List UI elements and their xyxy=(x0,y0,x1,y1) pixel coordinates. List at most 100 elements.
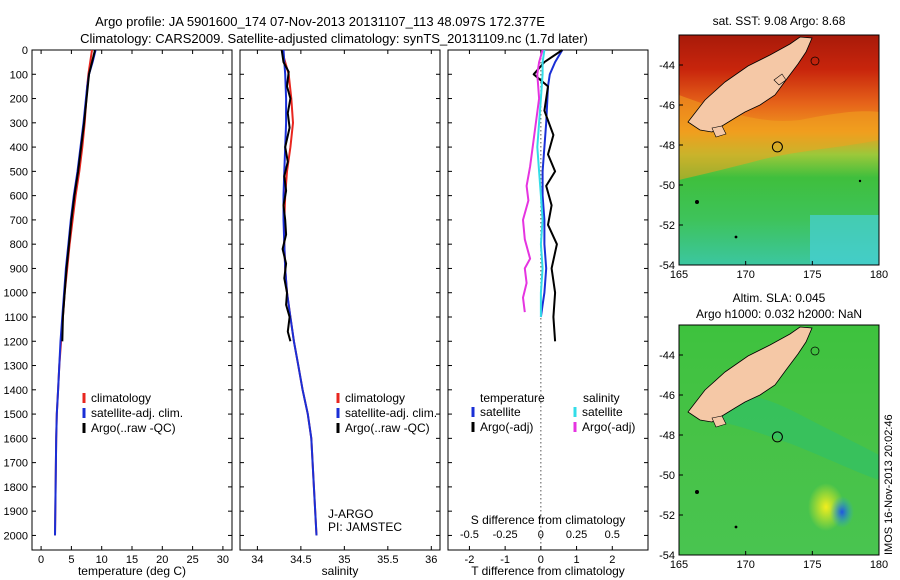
x2-tick-label: 0.25 xyxy=(566,529,587,541)
difference-x-ticks: -2 -1 0 1 2 xyxy=(448,49,648,566)
map-y-tick-label: -50 xyxy=(659,470,675,482)
depth-tick-label: 200 xyxy=(10,94,28,106)
sst-profile-location-marker xyxy=(771,141,783,153)
depth-tick-label: 1800 xyxy=(4,482,28,494)
figure-title-line2: Climatology: CARS2009. Satellite-adjuste… xyxy=(80,31,588,46)
figure-title-line1: Argo profile: JA 5901600_174 07-Nov-2013… xyxy=(95,14,545,29)
depth-tick-label: 0 xyxy=(22,45,28,57)
depth-tick-label: 1500 xyxy=(4,409,28,421)
difference-profile-panel: -2 -1 0 1 2 S difference from climatology -0… xyxy=(447,49,649,578)
sla-blue-patch xyxy=(700,394,879,480)
depth-tick-label: 900 xyxy=(10,263,28,275)
difference-xlabel-t: T difference from climatology xyxy=(471,564,625,578)
salinity-annotation-pi: PI: JAMSTEC xyxy=(328,520,402,534)
salinity-x-ticks: 34 34.5 35 35.5 36 xyxy=(240,49,440,566)
difference-legend: temperature salinitysatelliteArgo(-adj)sa… xyxy=(471,391,635,434)
temperature-axes-frame xyxy=(31,49,233,551)
salinity-lines xyxy=(280,49,318,536)
map-y-tick-label: -44 xyxy=(659,60,675,72)
land-stewart-island xyxy=(711,125,727,138)
sst-map-panel: sat. SST: 9.08 Argo: 8.68 165 170 175 180 -4… xyxy=(659,14,888,281)
x-tick-label: -2 xyxy=(465,554,475,566)
legend-label: climatology xyxy=(91,391,151,405)
depth-tick-label: 800 xyxy=(10,239,28,251)
difference-x2-ticks: -0.5 -0.25 0 0.25 0.5 xyxy=(460,529,620,541)
map-y-tick-label: -52 xyxy=(659,510,675,522)
temperature-x-ticks: 0 5 10 15 20 25 30 xyxy=(32,49,232,566)
sst-map-title: sat. SST: 9.08 Argo: 8.68 xyxy=(713,14,846,28)
sla-map-title: Altim. SLA: 0.045 xyxy=(733,291,826,305)
x2-tick-label: 0.5 xyxy=(605,529,620,541)
map-y-tick-label: -46 xyxy=(659,100,675,112)
x-tick-label: 0 xyxy=(538,554,544,566)
map-y-tick-label: -54 xyxy=(659,550,675,562)
small-island-7 xyxy=(734,525,738,529)
map-y-tick-label: -52 xyxy=(659,220,675,232)
difference-xlabel-s: S difference from climatology xyxy=(471,513,626,527)
sla-map-panel: Altim. SLA: 0.045 Argo h1000: 0.032 h200… xyxy=(659,291,888,571)
sst-map-ticks: 165 170 175 180 -44 -46 -48 -50 -52 -54 xyxy=(659,60,888,281)
small-island-1 xyxy=(810,56,820,66)
depth-tick-label: 2000 xyxy=(4,530,28,542)
map-x-tick-label: 165 xyxy=(670,559,688,571)
temperature-lines xyxy=(54,49,97,536)
map-y-tick-label: -50 xyxy=(659,180,675,192)
map-y-tick-label: -48 xyxy=(659,140,675,152)
map-x-tick-label: 170 xyxy=(736,559,754,571)
depth-tick-label: 1400 xyxy=(4,385,28,397)
x2-tick-label: 0 xyxy=(538,529,544,541)
map-x-tick-label: 170 xyxy=(736,269,754,281)
sst-map-frame xyxy=(678,34,880,266)
series-line xyxy=(536,49,546,317)
map-y-tick-label: -44 xyxy=(659,350,675,362)
depth-tick-label: 600 xyxy=(10,191,28,203)
x-tick-label: 35.5 xyxy=(377,554,398,566)
small-island-5 xyxy=(810,346,820,356)
legend-header: temperature xyxy=(480,391,545,405)
series-line xyxy=(522,49,544,313)
series-line xyxy=(54,49,93,536)
x-tick-label: 0 xyxy=(38,554,44,566)
series-line xyxy=(280,49,292,342)
sst-cold-patch xyxy=(810,215,879,265)
sla-map-frame xyxy=(678,324,880,556)
sla-low-anomaly xyxy=(830,496,854,528)
legend-label: satellite xyxy=(480,405,521,419)
legend-label: Argo(-adj) xyxy=(582,420,635,434)
legend-label: Argo(-adj) xyxy=(480,420,533,434)
map-y-tick-label: -54 xyxy=(659,260,675,272)
x-tick-label: 30 xyxy=(217,554,229,566)
depth-tick-label: 1700 xyxy=(4,458,28,470)
x-tick-label: 35 xyxy=(338,554,350,566)
map-x-tick-label: 180 xyxy=(870,559,888,571)
salinity-annotation-program: J-ARGO xyxy=(328,507,373,521)
x-tick-label: 1 xyxy=(574,554,580,566)
small-island-4 xyxy=(858,179,862,183)
side-timestamp: IMOS 16-Nov-2013 20:02:46 xyxy=(883,414,895,555)
map-x-tick-label: 165 xyxy=(670,269,688,281)
temperature-profile-panel: 0100200300400500600700800900100011001200… xyxy=(4,45,233,578)
difference-axes-frame xyxy=(447,49,649,551)
depth-tick-label: 1300 xyxy=(4,361,28,373)
depth-tick-label: 1900 xyxy=(4,506,28,518)
x-tick-label: 34.5 xyxy=(290,554,311,566)
salinity-xlabel: salinity xyxy=(322,564,359,578)
x2-tick-label: -0.25 xyxy=(493,529,518,541)
x-tick-label: 36 xyxy=(425,554,437,566)
salinity-axes-frame xyxy=(239,49,441,551)
land-banks-peninsula xyxy=(773,73,787,86)
x-tick-label: 2 xyxy=(609,554,615,566)
x-tick-label: 34 xyxy=(251,554,263,566)
x-tick-label: 20 xyxy=(156,554,168,566)
depth-tick-label: 1200 xyxy=(4,336,28,348)
series-line xyxy=(539,49,564,318)
x2-tick-label: -0.5 xyxy=(460,529,479,541)
difference-lines xyxy=(522,49,564,342)
depth-tick-label: 1600 xyxy=(4,433,28,445)
depth-tick-label: 400 xyxy=(10,142,28,154)
sla-map-ticks: 165 170 175 180 -44 -46 -48 -50 -52 -54 xyxy=(659,350,888,571)
salinity-profile-panel: 34 34.5 35 35.5 36 salinity climatologysatel… xyxy=(239,49,441,578)
